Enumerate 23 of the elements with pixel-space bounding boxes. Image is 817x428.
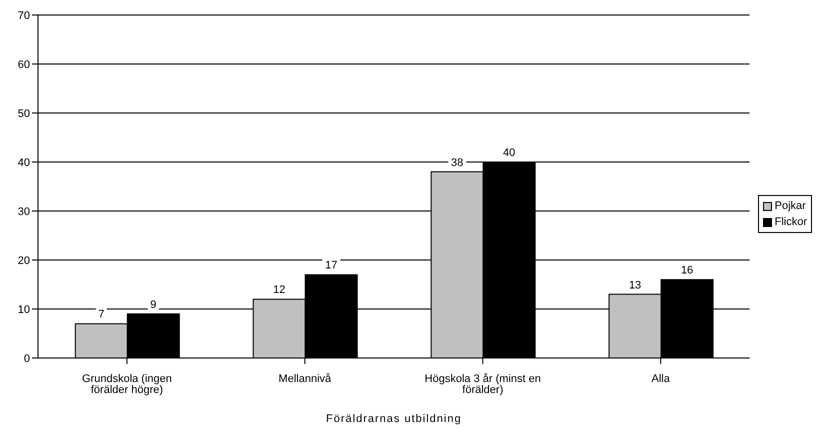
x-tick-label: Alla — [651, 372, 671, 385]
y-tick-label: 10 — [18, 304, 30, 316]
data-label: 12 — [273, 284, 286, 296]
data-label: 9 — [150, 298, 156, 311]
x-tick-label: Mellannivå — [278, 372, 332, 385]
x-tick-label: Grundskola (ingen förälder högre) — [82, 372, 172, 396]
y-tick-label: 20 — [18, 254, 30, 267]
data-label: 17 — [325, 260, 338, 272]
x-tick-label: Högskola 3 år (minst en förälder) — [424, 372, 541, 396]
y-tick-label: 60 — [18, 58, 30, 71]
data-label: 7 — [98, 308, 104, 321]
x-axis-title: Föräldrarnas utbildning — [326, 413, 462, 425]
data-label: 16 — [680, 264, 694, 277]
data-label: 38 — [451, 156, 464, 169]
legend-label: Pojkar — [774, 199, 806, 214]
data-label: 13 — [628, 279, 642, 292]
y-tick-label: 0 — [24, 352, 30, 365]
data-label: 40 — [503, 147, 516, 159]
y-tick-label: 30 — [18, 206, 30, 218]
legend-label: Flickor — [774, 215, 807, 230]
y-tick-label: 70 — [18, 10, 30, 22]
y-tick-label: 50 — [18, 108, 30, 120]
y-tick-label: 40 — [18, 156, 30, 169]
